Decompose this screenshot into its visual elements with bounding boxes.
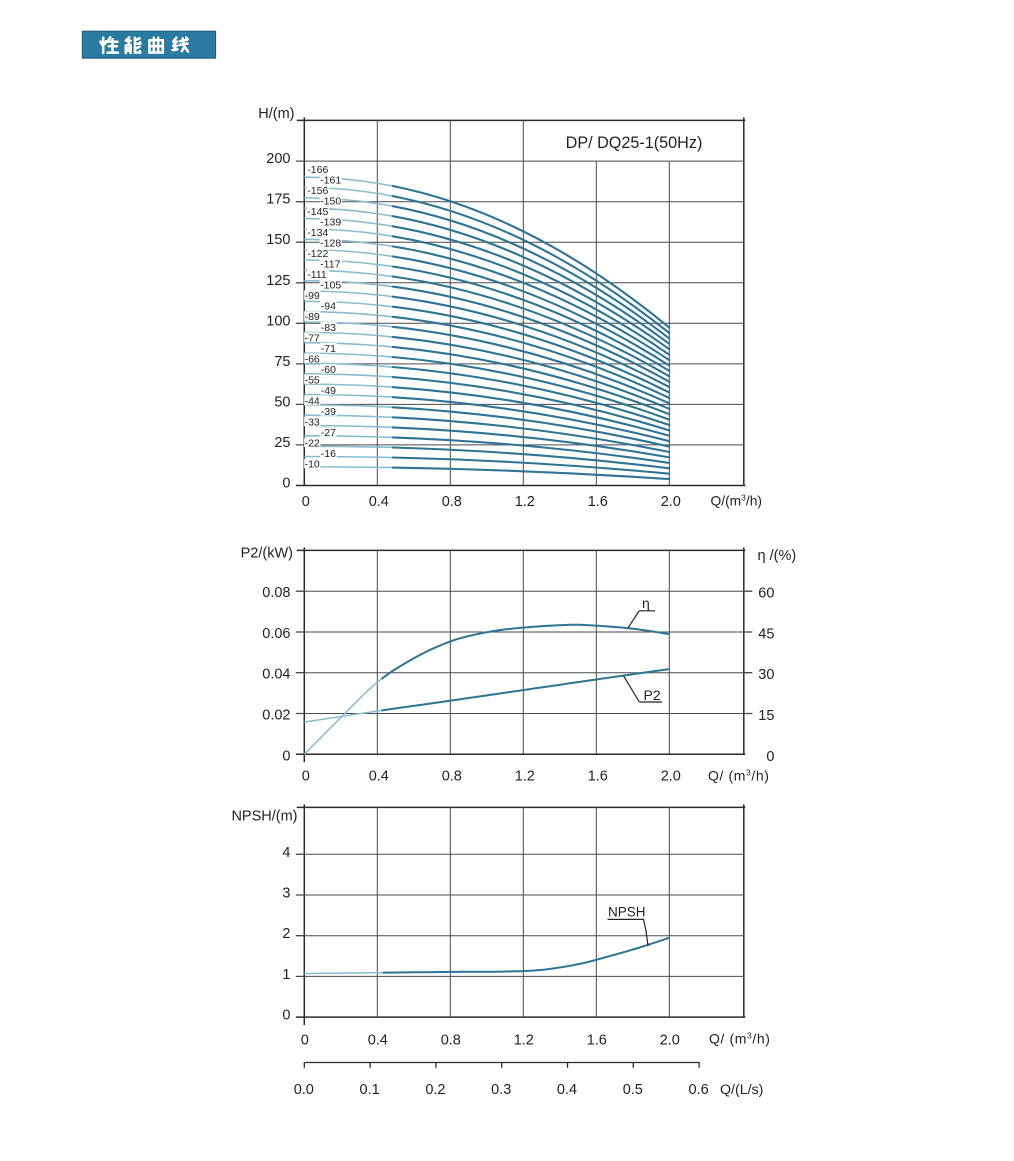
svg-text:200: 200 (266, 151, 290, 167)
svg-text:0.4: 0.4 (557, 1082, 577, 1098)
svg-text:-89: -89 (305, 311, 320, 323)
svg-text:-122: -122 (307, 248, 328, 260)
svg-text:25: 25 (274, 435, 290, 451)
svg-text:-77: -77 (305, 332, 320, 344)
svg-text:1: 1 (282, 967, 290, 983)
svg-text:0: 0 (282, 748, 290, 764)
svg-text:Q/(m3/h): Q/(m3/h) (711, 493, 763, 509)
svg-text:-161: -161 (320, 174, 341, 186)
svg-text:Q/ (m3/h): Q/ (m3/h) (709, 1030, 770, 1046)
svg-text:100: 100 (266, 313, 290, 329)
svg-text:75: 75 (274, 354, 290, 370)
svg-text:60: 60 (758, 586, 774, 602)
svg-text:-49: -49 (321, 385, 336, 397)
svg-text:175: 175 (266, 192, 290, 208)
svg-text:1.2: 1.2 (514, 1032, 534, 1048)
svg-text:NPSH: NPSH (608, 904, 646, 919)
svg-text:-166: -166 (307, 164, 328, 176)
svg-text:-60: -60 (321, 364, 336, 376)
svg-text:η /(%): η /(%) (758, 548, 797, 564)
svg-text:15: 15 (758, 708, 774, 724)
svg-text:Q/ (m3/h): Q/ (m3/h) (708, 767, 769, 783)
svg-text:-156: -156 (307, 185, 328, 197)
svg-text:P2: P2 (644, 687, 661, 703)
svg-text:P2/(kW): P2/(kW) (241, 545, 293, 561)
svg-text:4: 4 (282, 845, 290, 861)
svg-text:0.4: 0.4 (369, 769, 389, 785)
svg-text:0.04: 0.04 (262, 667, 290, 683)
svg-text:50: 50 (274, 394, 290, 410)
svg-text:-33: -33 (305, 416, 320, 428)
svg-text:2.0: 2.0 (660, 1032, 680, 1048)
svg-text:0: 0 (302, 494, 310, 510)
svg-text:30: 30 (758, 667, 774, 683)
svg-text:0.02: 0.02 (262, 708, 290, 724)
svg-text:-39: -39 (321, 406, 336, 418)
svg-text:-111: -111 (307, 269, 327, 281)
svg-text:Q/(L/s): Q/(L/s) (720, 1082, 763, 1098)
svg-text:-10: -10 (305, 459, 320, 471)
svg-text:-27: -27 (321, 427, 336, 439)
svg-text:1.6: 1.6 (587, 1032, 607, 1048)
svg-text:DP/ DQ25-1(50Hz): DP/ DQ25-1(50Hz) (566, 134, 703, 152)
svg-text:0: 0 (302, 769, 310, 785)
svg-text:-150: -150 (320, 195, 341, 207)
svg-text:0.6: 0.6 (689, 1082, 709, 1098)
svg-text:0.1: 0.1 (360, 1082, 380, 1098)
svg-text:-145: -145 (307, 206, 328, 218)
svg-text:-16: -16 (321, 448, 336, 460)
svg-text:1.2: 1.2 (515, 769, 535, 785)
svg-text:0.8: 0.8 (441, 1032, 461, 1048)
svg-text:-128: -128 (320, 238, 341, 250)
svg-text:0.08: 0.08 (262, 585, 290, 601)
svg-text:-83: -83 (321, 322, 336, 334)
svg-text:0.8: 0.8 (442, 769, 462, 785)
svg-text:3: 3 (282, 886, 290, 902)
svg-text:η: η (642, 595, 650, 611)
svg-text:0.4: 0.4 (368, 1032, 388, 1048)
svg-text:0.0: 0.0 (294, 1082, 314, 1098)
svg-text:0: 0 (282, 1008, 290, 1024)
svg-text:2.0: 2.0 (661, 769, 681, 785)
svg-text:1.2: 1.2 (515, 494, 535, 510)
svg-text:0: 0 (301, 1032, 309, 1048)
svg-text:H/(m): H/(m) (258, 106, 294, 122)
svg-text:-55: -55 (305, 374, 320, 386)
svg-text:-105: -105 (320, 280, 341, 292)
svg-text:2.0: 2.0 (661, 494, 681, 510)
svg-text:-22: -22 (305, 438, 320, 450)
svg-text:0.2: 0.2 (425, 1082, 445, 1098)
svg-text:-139: -139 (320, 217, 341, 229)
svg-text:1.6: 1.6 (588, 769, 608, 785)
svg-text:-44: -44 (305, 395, 320, 407)
svg-text:-99: -99 (305, 290, 320, 302)
svg-text:0.3: 0.3 (491, 1082, 511, 1098)
svg-text:125: 125 (266, 273, 290, 289)
svg-text:2: 2 (282, 926, 290, 942)
svg-text:NPSH/(m): NPSH/(m) (231, 809, 297, 825)
svg-text:-94: -94 (321, 301, 336, 313)
svg-text:-66: -66 (305, 353, 320, 365)
svg-text:0.8: 0.8 (442, 494, 462, 510)
svg-text:0: 0 (282, 476, 290, 492)
svg-text:0.4: 0.4 (369, 494, 389, 510)
svg-text:150: 150 (266, 232, 290, 248)
svg-text:-71: -71 (321, 343, 336, 355)
svg-text:0: 0 (766, 749, 774, 765)
svg-text:-117: -117 (320, 259, 340, 271)
svg-text:0.5: 0.5 (623, 1082, 643, 1098)
svg-text:1.6: 1.6 (588, 494, 608, 510)
svg-text:-134: -134 (307, 227, 328, 239)
svg-text:45: 45 (758, 626, 774, 642)
svg-text:0.06: 0.06 (262, 626, 290, 642)
